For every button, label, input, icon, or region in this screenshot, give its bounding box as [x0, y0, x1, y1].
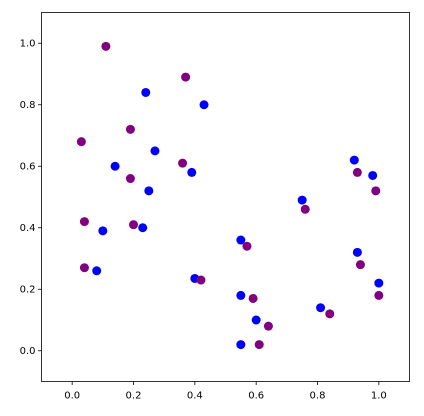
point: [242, 241, 252, 251]
point: [349, 155, 359, 165]
y-tick-label: 0.0: [20, 346, 36, 357]
plot-frame: [41, 12, 410, 382]
point: [92, 266, 102, 276]
point: [101, 41, 111, 51]
point: [150, 146, 160, 156]
point: [352, 167, 362, 177]
x-tick-label: 1.0: [371, 391, 387, 402]
point: [79, 217, 89, 227]
point: [187, 167, 197, 177]
point: [251, 315, 261, 325]
point: [374, 278, 384, 288]
x-tick-label: 0.6: [248, 391, 264, 402]
point: [129, 220, 138, 230]
point: [371, 186, 381, 196]
point: [352, 247, 362, 257]
point: [236, 235, 246, 245]
point: [300, 204, 310, 214]
point: [76, 137, 86, 147]
point: [316, 303, 326, 313]
point: [263, 321, 273, 331]
point: [236, 340, 246, 350]
y-tick-label: 0.2: [20, 284, 36, 295]
point: [178, 158, 188, 168]
point: [355, 260, 365, 270]
point: [141, 87, 151, 97]
point: [196, 275, 206, 285]
point: [325, 309, 335, 319]
point: [236, 290, 246, 300]
point: [125, 124, 135, 134]
point: [254, 340, 264, 350]
point: [125, 174, 135, 184]
x-tick-label: 0.4: [187, 391, 203, 402]
point: [199, 100, 209, 110]
point: [374, 290, 384, 300]
point: [297, 195, 307, 205]
x-tick-label: 0.8: [310, 391, 326, 402]
y-tick-label: 0.6: [20, 161, 36, 172]
point: [368, 170, 378, 180]
point: [181, 72, 191, 82]
x-tick-label: 0.0: [64, 391, 80, 402]
point: [110, 161, 120, 171]
point: [98, 226, 108, 236]
point: [79, 263, 89, 273]
point: [144, 186, 154, 196]
x-tick-label: 0.2: [126, 391, 142, 402]
point: [248, 293, 258, 303]
y-tick-label: 1.0: [20, 38, 36, 49]
y-tick-label: 0.8: [20, 100, 36, 111]
y-tick-label: 0.4: [20, 223, 36, 234]
point: [138, 223, 148, 233]
